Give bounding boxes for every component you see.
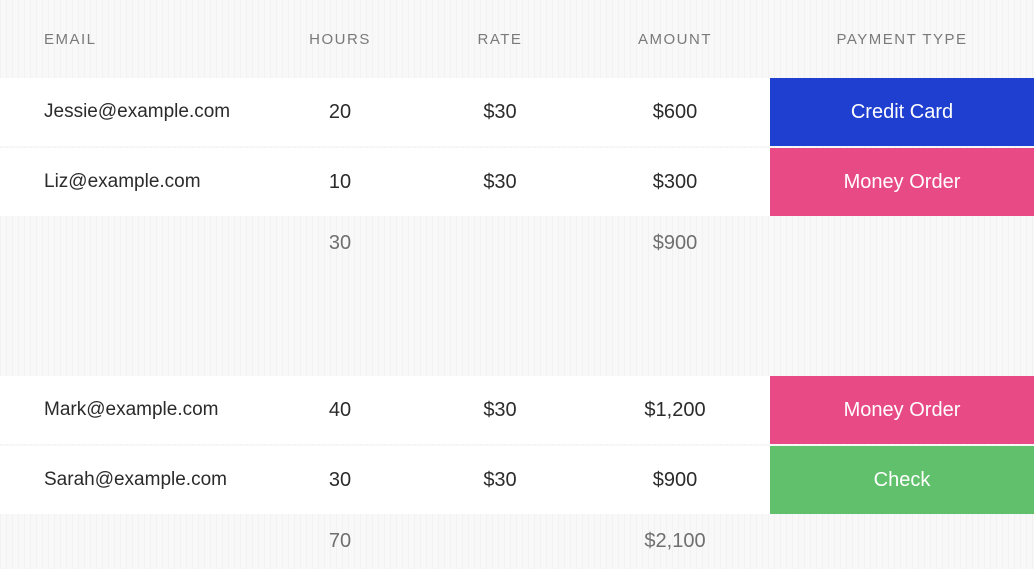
cell-amount: $1,200 — [580, 376, 770, 444]
payments-table: EMAIL HOURS RATE AMOUNT PAYMENT TYPE Jes… — [0, 0, 1034, 569]
cell-hours: 30 — [260, 446, 420, 514]
subtotal-spacer — [770, 514, 1034, 569]
cell-payment: Credit Card — [770, 78, 1034, 146]
subtotal-amount: $900 — [580, 216, 770, 271]
cell-email: Mark@example.com — [0, 376, 260, 444]
payment-badge[interactable]: Check — [770, 446, 1034, 514]
subtotal-row: 70 $2,100 — [0, 514, 1034, 569]
cell-amount: $900 — [580, 446, 770, 514]
cell-hours: 20 — [260, 78, 420, 146]
cell-amount: $300 — [580, 148, 770, 216]
cell-rate: $30 — [420, 376, 580, 444]
col-header-email: EMAIL — [0, 0, 260, 78]
col-header-amount: AMOUNT — [580, 0, 770, 78]
cell-payment: Money Order — [770, 376, 1034, 444]
payment-badge[interactable]: Money Order — [770, 148, 1034, 216]
subtotal-amount: $2,100 — [580, 514, 770, 569]
subtotal-spacer — [420, 216, 580, 271]
cell-email: Sarah@example.com — [0, 446, 260, 514]
col-header-rate: RATE — [420, 0, 580, 78]
subtotal-hours: 30 — [260, 216, 420, 271]
cell-hours: 10 — [260, 148, 420, 216]
cell-amount: $600 — [580, 78, 770, 146]
payment-badge[interactable]: Credit Card — [770, 78, 1034, 146]
table-row: Sarah@example.com 30 $30 $900 Check — [0, 446, 1034, 514]
col-header-hours: HOURS — [260, 0, 420, 78]
subtotal-row: 30 $900 — [0, 216, 1034, 271]
table-header-row: EMAIL HOURS RATE AMOUNT PAYMENT TYPE — [0, 0, 1034, 78]
table-row: Jessie@example.com 20 $30 $600 Credit Ca… — [0, 78, 1034, 146]
col-header-payment: PAYMENT TYPE — [770, 0, 1034, 78]
subtotal-spacer — [420, 514, 580, 569]
subtotal-hours: 70 — [260, 514, 420, 569]
cell-email: Liz@example.com — [0, 148, 260, 216]
subtotal-spacer — [770, 216, 1034, 271]
cell-rate: $30 — [420, 148, 580, 216]
cell-rate: $30 — [420, 78, 580, 146]
subtotal-spacer — [0, 216, 260, 271]
cell-payment: Check — [770, 446, 1034, 514]
group-gap — [0, 271, 1034, 376]
cell-email: Jessie@example.com — [0, 78, 260, 146]
subtotal-spacer — [0, 514, 260, 569]
table-row: Liz@example.com 10 $30 $300 Money Order — [0, 148, 1034, 216]
cell-hours: 40 — [260, 376, 420, 444]
cell-rate: $30 — [420, 446, 580, 514]
table-row: Mark@example.com 40 $30 $1,200 Money Ord… — [0, 376, 1034, 444]
payment-badge[interactable]: Money Order — [770, 376, 1034, 444]
cell-payment: Money Order — [770, 148, 1034, 216]
